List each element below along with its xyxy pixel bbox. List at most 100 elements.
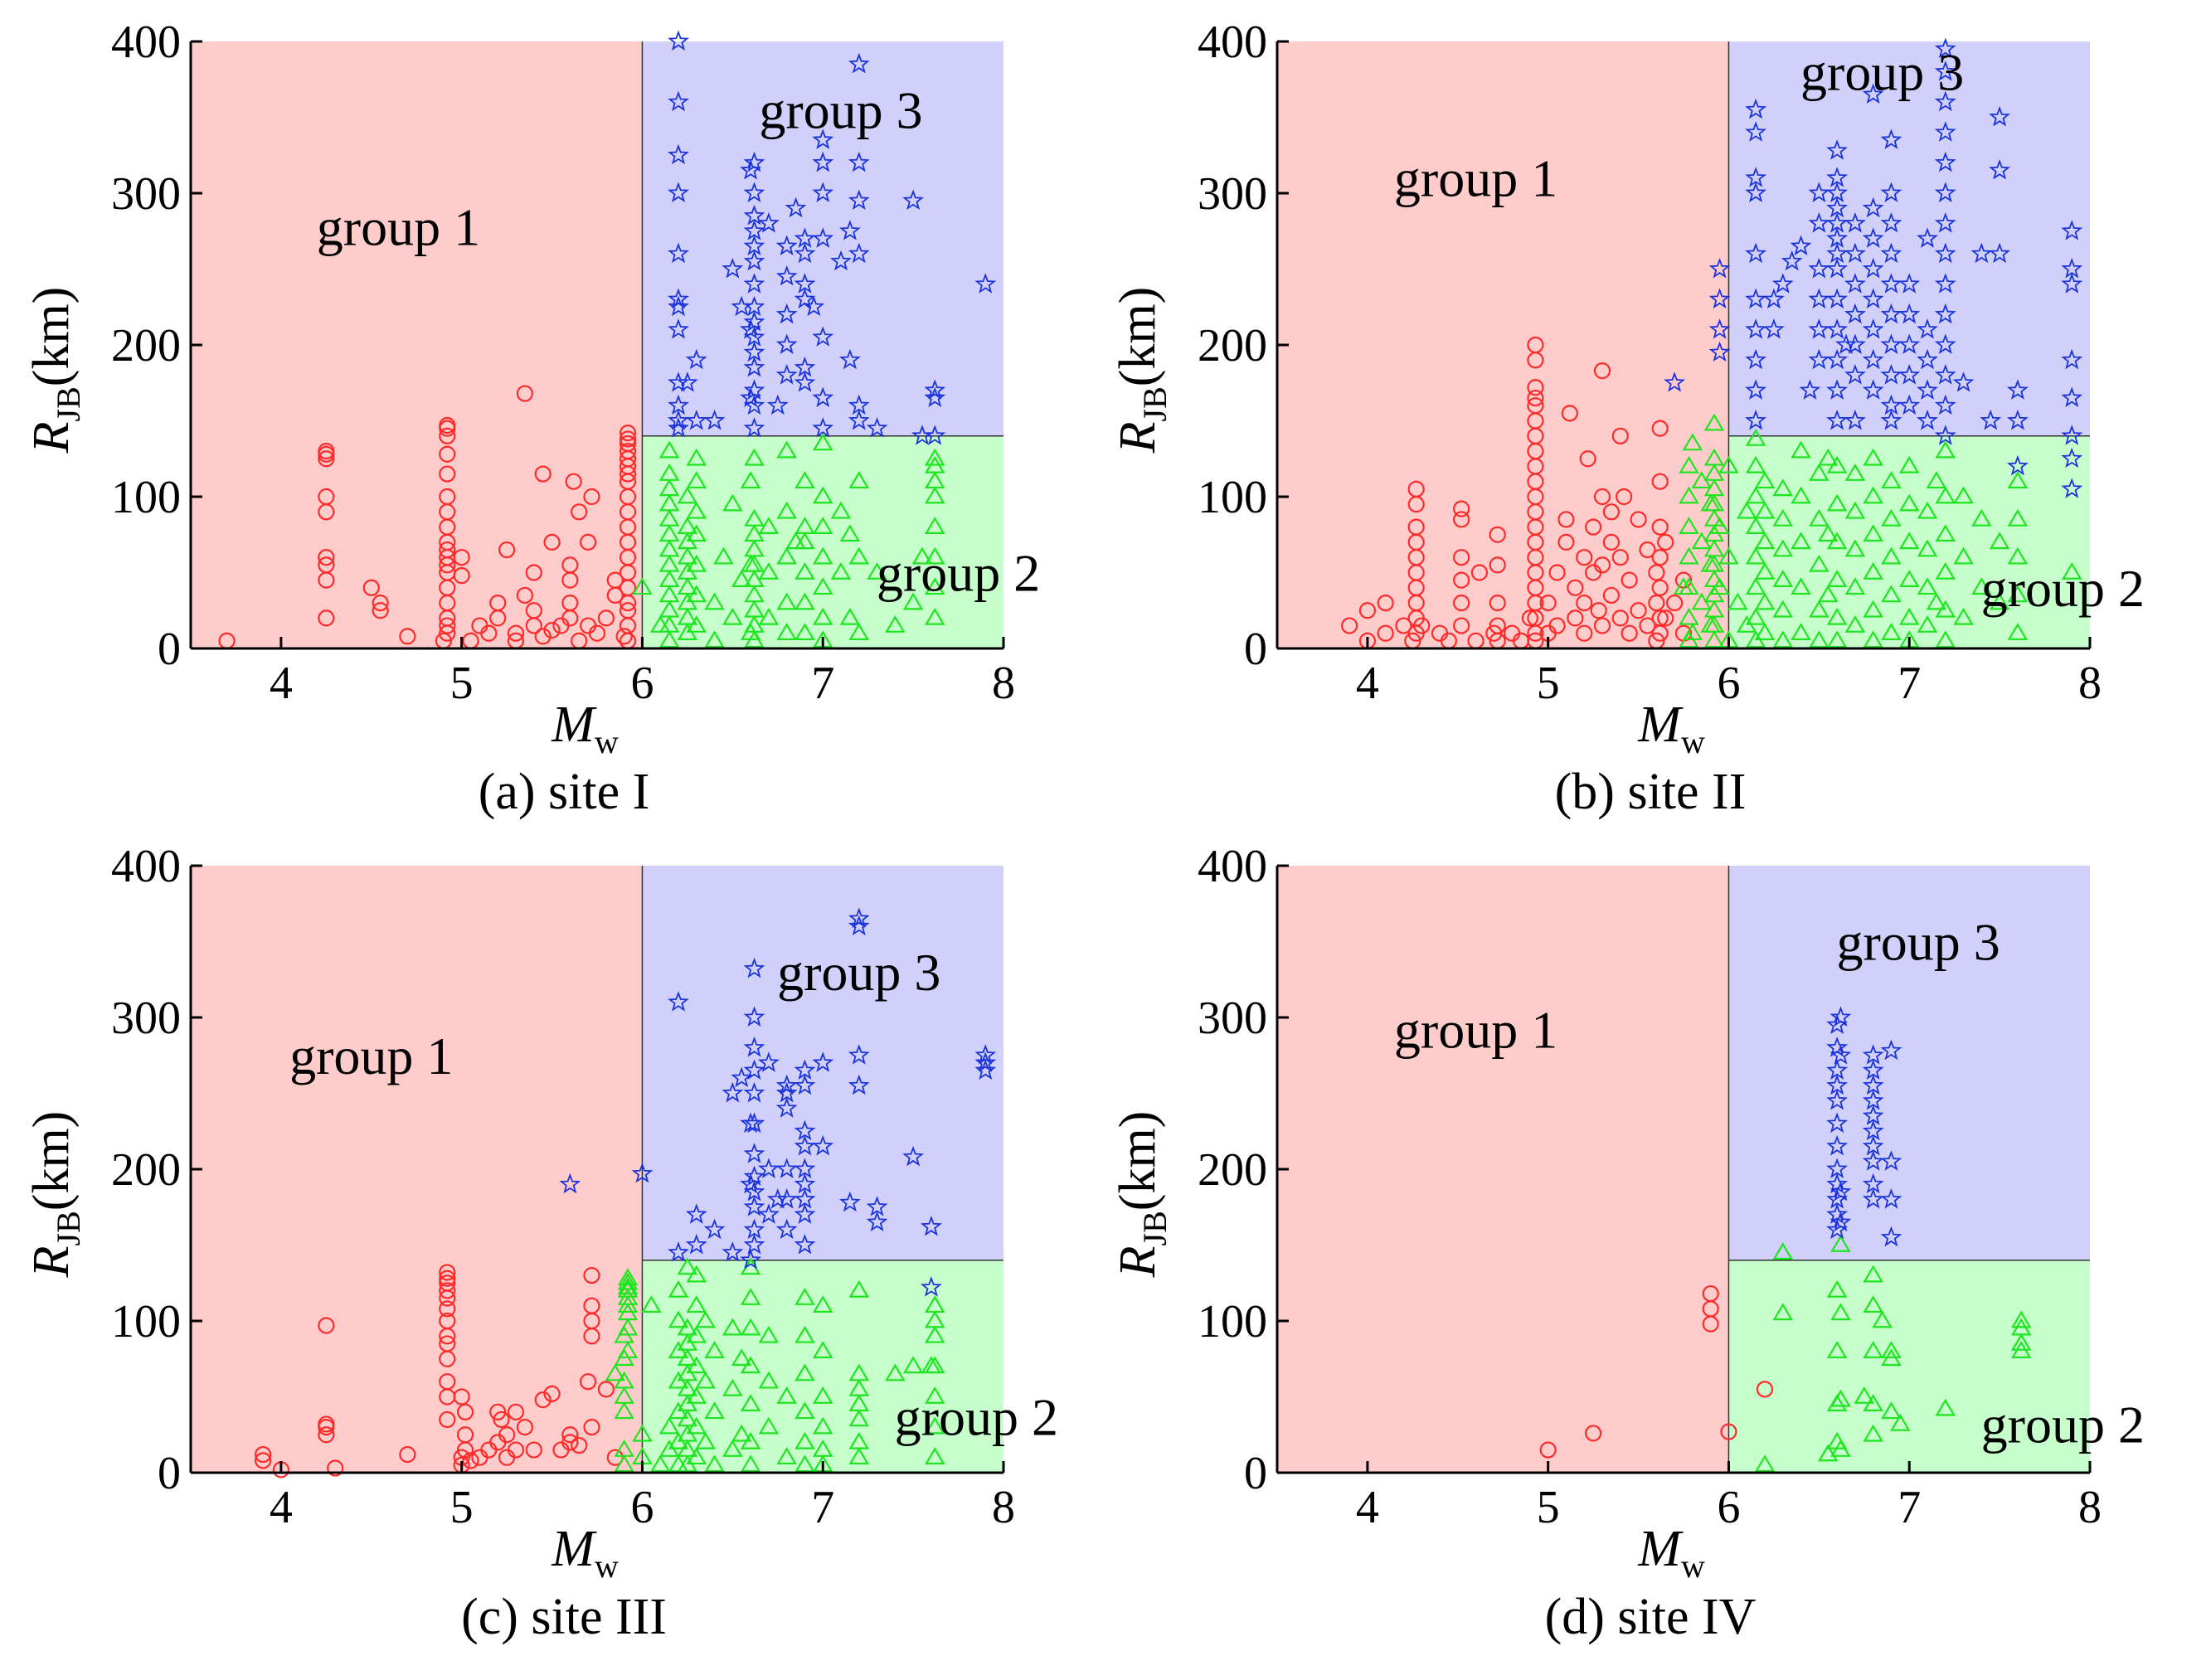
point-triangle — [758, 607, 780, 625]
point-star — [1898, 364, 1921, 385]
point-star — [1745, 98, 1767, 119]
point-triangle — [1926, 592, 1947, 610]
point-triangle — [1703, 615, 1725, 633]
point-circle — [255, 1445, 272, 1464]
point-triangle — [1754, 623, 1776, 641]
point-star — [1826, 1090, 1849, 1110]
series-circle — [1341, 336, 1693, 649]
point-triangle — [1826, 1279, 1848, 1298]
point-circle — [453, 567, 470, 585]
y-tick-label: 100 — [111, 472, 181, 523]
point-star — [974, 273, 997, 294]
point-triangle — [1826, 570, 1848, 587]
point-circle — [1611, 549, 1629, 566]
point-circle — [439, 1264, 456, 1281]
point-circle — [1548, 564, 1566, 581]
point-star — [794, 1134, 816, 1156]
point-triangle — [1935, 440, 1956, 459]
point-circle — [606, 571, 624, 589]
point-star — [2061, 386, 2083, 407]
point-triangle — [924, 1416, 945, 1435]
point-star — [838, 220, 861, 240]
point-star — [1762, 288, 1785, 309]
point-star — [1830, 1180, 1852, 1202]
point-star — [1762, 318, 1785, 339]
x-tick-label: 5 — [450, 1482, 474, 1533]
point-triangle — [924, 546, 945, 565]
x-tick-label: 5 — [450, 658, 474, 709]
point-star — [1826, 1013, 1849, 1035]
point-circle — [1593, 362, 1611, 380]
point-circle — [1489, 556, 1506, 574]
point-star — [1934, 90, 1956, 112]
point-triangle — [1826, 1341, 1848, 1358]
point-star — [1898, 333, 1921, 354]
point-triangle — [1736, 501, 1757, 519]
y-tick-label: 300 — [1198, 168, 1267, 220]
x-tick-label: 5 — [1537, 1482, 1560, 1533]
point-star — [1880, 409, 1902, 430]
point-star — [1826, 212, 1849, 233]
y-axis-title: RJB(km) — [23, 1111, 87, 1279]
point-triangle — [740, 1288, 761, 1305]
point-triangle — [677, 577, 698, 595]
point-triangle — [1791, 577, 1811, 595]
point-triangle — [641, 1295, 662, 1313]
point-circle — [507, 1403, 525, 1420]
point-star — [974, 1059, 997, 1080]
point-triangle — [686, 1416, 707, 1435]
point-circle — [619, 430, 637, 448]
point-triangle — [2007, 508, 2029, 527]
point-triangle — [812, 577, 833, 595]
point-circle — [516, 385, 533, 402]
point-star — [848, 409, 870, 430]
point-circle — [1561, 405, 1578, 422]
point-star — [1917, 318, 1938, 339]
point-triangle — [1881, 508, 1902, 527]
point-star — [1826, 1059, 1849, 1080]
point-circle — [439, 1373, 456, 1391]
point-circle — [1630, 602, 1647, 619]
point-star — [743, 1081, 765, 1103]
point-circle — [1489, 526, 1506, 543]
point-triangle — [1703, 570, 1725, 587]
point-star — [812, 151, 834, 172]
point-triangle — [1754, 532, 1776, 550]
point-triangle — [848, 1394, 870, 1411]
point-star — [740, 159, 762, 180]
point-triangle — [668, 1310, 689, 1328]
point-star — [1917, 409, 1938, 430]
point-triangle — [695, 1431, 716, 1449]
x-tick-label: 6 — [630, 658, 654, 709]
point-triangle — [1709, 577, 1730, 595]
point-triangle — [2010, 1310, 2032, 1328]
point-triangle — [758, 561, 780, 580]
point-circle — [1602, 586, 1620, 605]
point-triangle — [686, 1325, 707, 1343]
point-circle — [439, 1300, 456, 1318]
point-star — [794, 371, 816, 392]
point-circle — [1557, 511, 1575, 528]
point-triangle — [677, 1348, 698, 1367]
point-triangle — [795, 1401, 815, 1420]
point-circle — [489, 1403, 507, 1420]
point-star — [1799, 379, 1821, 400]
point-triangle — [744, 539, 765, 557]
point-star — [2061, 273, 2083, 294]
point-circle — [318, 549, 335, 566]
panel-1: 4 5 6 7 8 0 100 200 300 400 group 1 group 2 group 3 M… — [23, 17, 1040, 820]
point-star — [1826, 1112, 1849, 1134]
series-circle — [255, 1264, 624, 1478]
point-triangle — [658, 585, 680, 603]
point-triangle — [1703, 539, 1725, 557]
y-axis-title: RJB(km) — [1110, 287, 1174, 454]
point-triangle — [1703, 630, 1725, 648]
point-triangle — [1679, 486, 1699, 504]
point-triangle — [617, 1268, 639, 1286]
point-star — [1880, 1226, 1902, 1247]
point-circle — [439, 427, 456, 444]
point-circle — [507, 1441, 525, 1459]
point-circle — [439, 1312, 456, 1330]
point-star — [848, 189, 870, 211]
point-triangle — [1830, 1234, 1851, 1252]
